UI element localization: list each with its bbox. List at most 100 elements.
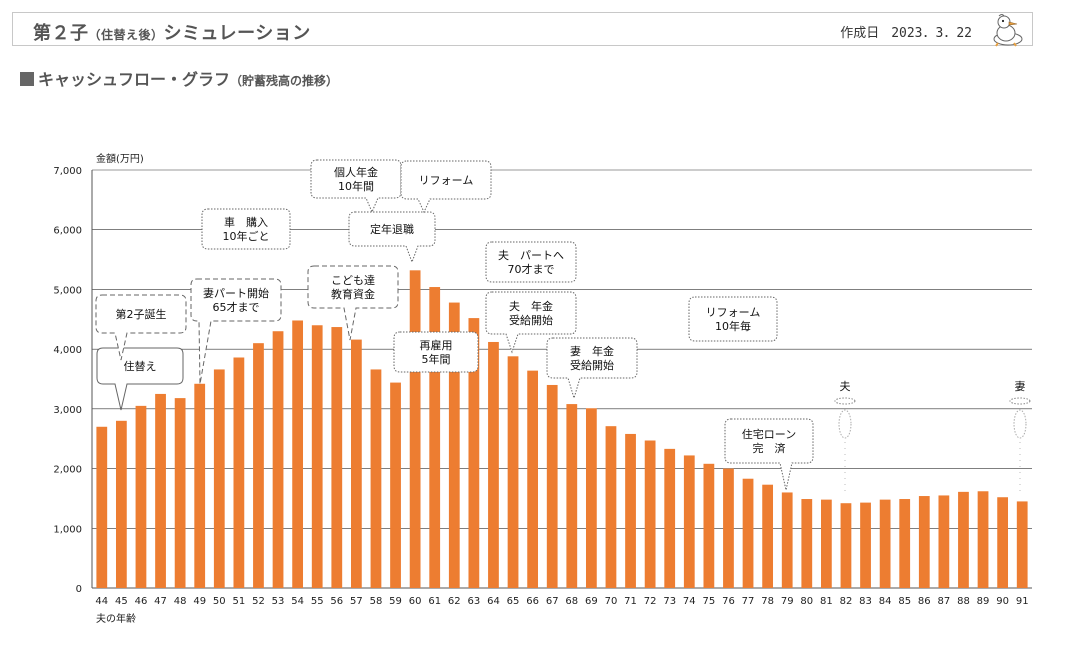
title-main-a: 第２子 — [33, 23, 89, 44]
x-tick-label: 76 — [722, 596, 735, 607]
y-tick-label: 4,000 — [53, 345, 82, 356]
callout-bubble — [96, 347, 184, 411]
callout-text: 車 購入 — [224, 215, 268, 229]
x-tick-label: 71 — [624, 596, 637, 607]
bar — [879, 499, 891, 588]
callout-text: 夫 年金 — [509, 299, 553, 313]
bar — [664, 448, 676, 588]
bar — [938, 495, 950, 588]
bar — [468, 318, 480, 588]
ghost-label: 夫 — [840, 380, 851, 393]
callout-text: 住替え — [124, 359, 157, 373]
bar — [96, 426, 108, 588]
x-tick-label: 56 — [330, 596, 343, 607]
section-title-main: キャッシュフロー・グラフ — [38, 70, 231, 89]
x-tick-label: 48 — [174, 596, 187, 607]
x-tick-label: 75 — [703, 596, 716, 607]
bar — [448, 302, 460, 588]
callout-text: 個人年金 — [334, 165, 378, 179]
bar — [918, 496, 930, 588]
callout-bubble — [307, 265, 399, 341]
bar — [331, 327, 343, 588]
bar — [370, 369, 382, 588]
x-tick-label: 65 — [507, 596, 520, 607]
x-tick-label: 85 — [898, 596, 911, 607]
bar — [781, 492, 793, 588]
callout-bubble — [310, 159, 402, 214]
x-tick-label: 89 — [977, 596, 990, 607]
bar — [703, 463, 715, 588]
bar — [409, 270, 421, 588]
ghost-marker: 夫 — [834, 380, 856, 495]
callout-text: 10年毎 — [715, 319, 751, 333]
annotation-callout: 第2子誕生 — [95, 294, 187, 361]
x-tick-label: 49 — [193, 596, 206, 607]
x-tick-label: 81 — [820, 596, 833, 607]
axes: 0 1,000 2,000 3,000 4,000 5,000 6,000 7,000 金額(万… — [53, 152, 1028, 625]
x-tick-label: 54 — [291, 596, 304, 607]
x-tick-label: 67 — [546, 596, 559, 607]
x-tick-label: 62 — [448, 596, 461, 607]
header-bar: 第２子（住替え後）シミュレーション 作成日 2023．3．22 — [12, 12, 1033, 47]
bar — [272, 331, 284, 588]
callout-bubble — [688, 296, 778, 342]
created-label: 作成日 — [840, 26, 880, 41]
callout-bubble — [485, 291, 577, 354]
callout-text: 5年間 — [422, 352, 451, 366]
bar — [546, 384, 558, 588]
bar — [213, 369, 225, 588]
x-tick-label: 55 — [311, 596, 324, 607]
x-tick-label: 61 — [428, 596, 441, 607]
title-main-b: シミュレーション — [163, 23, 311, 44]
bar — [507, 356, 519, 588]
callout-bubble — [485, 241, 577, 283]
square-bullet-icon — [20, 72, 34, 86]
callout-bubble — [95, 294, 187, 361]
section-title-small: （貯蓄残高の推移） — [230, 74, 339, 88]
x-tick-label: 86 — [918, 596, 931, 607]
bar — [135, 405, 147, 588]
callout-bubble — [348, 211, 436, 264]
bar — [155, 393, 166, 588]
y-tick-label: 5,000 — [53, 285, 82, 296]
x-tick-label: 90 — [996, 596, 1009, 607]
callout-text: 妻パート開始 — [203, 286, 269, 300]
annotation-callout: 定年退職 — [348, 211, 436, 264]
annotation-callout: リフォーム — [400, 160, 492, 214]
x-tick-label: 60 — [409, 596, 422, 607]
bar — [801, 499, 813, 588]
x-tick-label: 66 — [526, 596, 539, 607]
bar — [1016, 501, 1028, 588]
callout-text: 教育資金 — [331, 287, 375, 301]
bars — [96, 270, 1028, 588]
bar — [899, 499, 911, 588]
annotation-callout: 住替え — [96, 347, 184, 411]
callout-text: 完 済 — [753, 441, 786, 455]
bar — [997, 497, 1009, 588]
bar — [840, 503, 852, 588]
callout-bubble — [724, 418, 814, 491]
x-tick-label: 91 — [1016, 596, 1029, 607]
callout-text: 第2子誕生 — [116, 307, 167, 321]
callout-text: 受給開始 — [509, 313, 553, 327]
x-tick-label: 73 — [663, 596, 676, 607]
bar — [742, 478, 754, 588]
bar — [644, 440, 656, 588]
x-tick-label: 83 — [859, 596, 872, 607]
x-tick-label: 47 — [154, 596, 167, 607]
x-tick-label: 69 — [585, 596, 598, 607]
x-tick-label: 88 — [957, 596, 970, 607]
bar — [723, 468, 734, 588]
ghost-icon — [1013, 409, 1027, 439]
callout-bubble — [400, 160, 492, 214]
x-tick-label: 74 — [683, 596, 696, 607]
bar — [527, 370, 539, 588]
bar — [488, 341, 499, 588]
